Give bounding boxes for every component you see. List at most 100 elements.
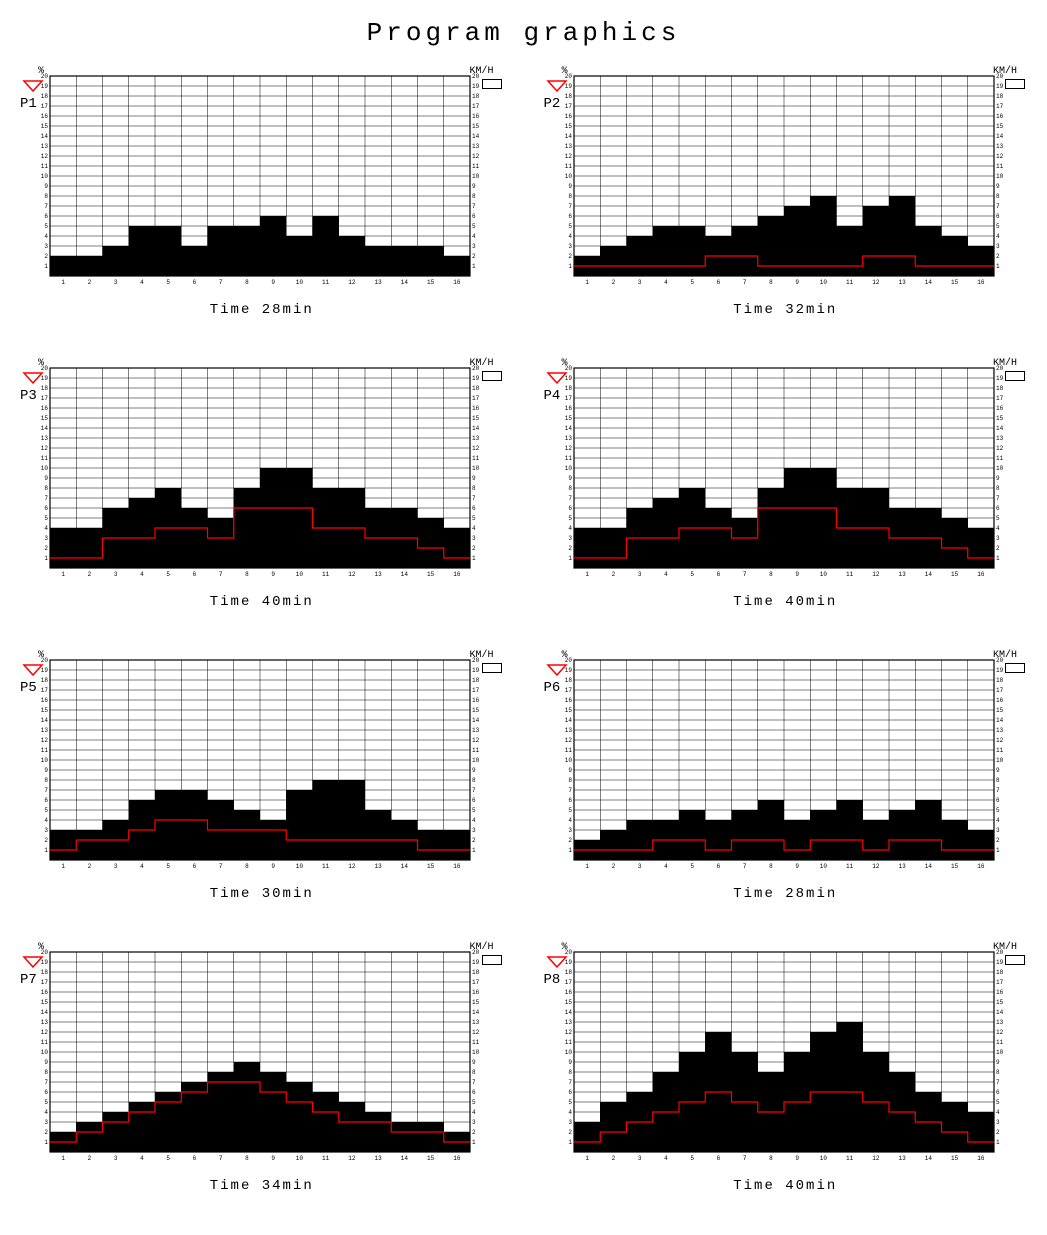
svg-text:13: 13 — [41, 1019, 49, 1026]
svg-text:17: 17 — [564, 395, 572, 402]
svg-text:17: 17 — [564, 687, 572, 694]
svg-text:1: 1 — [996, 263, 1000, 270]
svg-text:7: 7 — [219, 1155, 223, 1162]
svg-text:4: 4 — [472, 1109, 476, 1116]
svg-text:10: 10 — [996, 1049, 1004, 1056]
svg-text:6: 6 — [193, 279, 197, 286]
svg-text:8: 8 — [769, 279, 773, 286]
legend-box — [1005, 663, 1025, 673]
svg-text:18: 18 — [41, 969, 49, 976]
svg-text:19: 19 — [472, 83, 480, 90]
svg-text:13: 13 — [41, 435, 49, 442]
svg-text:4: 4 — [44, 233, 48, 240]
chart-caption: Time 30min — [20, 886, 504, 902]
svg-text:2: 2 — [44, 253, 48, 260]
svg-text:3: 3 — [996, 1119, 1000, 1126]
svg-text:4: 4 — [664, 863, 668, 870]
svg-text:7: 7 — [568, 787, 572, 794]
svg-text:4: 4 — [568, 1109, 572, 1116]
program-panel: %KM/HP6112233445566778899101011111212131… — [544, 650, 1028, 902]
triangle-icon — [546, 79, 568, 93]
chart-caption: Time 32min — [544, 302, 1028, 318]
svg-text:6: 6 — [716, 863, 720, 870]
svg-text:5: 5 — [690, 1155, 694, 1162]
svg-text:15: 15 — [564, 999, 572, 1006]
svg-text:13: 13 — [472, 435, 480, 442]
svg-text:1: 1 — [996, 847, 1000, 854]
svg-text:6: 6 — [193, 1155, 197, 1162]
svg-text:13: 13 — [898, 279, 906, 286]
svg-text:14: 14 — [41, 133, 49, 140]
svg-text:15: 15 — [996, 707, 1004, 714]
svg-text:18: 18 — [564, 93, 572, 100]
svg-text:4: 4 — [568, 233, 572, 240]
svg-text:3: 3 — [472, 243, 476, 250]
y-axis-label: % — [562, 358, 568, 369]
svg-text:5: 5 — [166, 863, 170, 870]
svg-text:6: 6 — [193, 571, 197, 578]
svg-text:7: 7 — [472, 203, 476, 210]
svg-text:10: 10 — [472, 465, 480, 472]
svg-text:13: 13 — [996, 143, 1004, 150]
svg-text:11: 11 — [996, 163, 1004, 170]
svg-text:12: 12 — [996, 445, 1004, 452]
svg-text:5: 5 — [166, 571, 170, 578]
svg-text:1: 1 — [585, 279, 589, 286]
svg-text:5: 5 — [166, 1155, 170, 1162]
svg-text:17: 17 — [472, 979, 480, 986]
svg-text:7: 7 — [472, 495, 476, 502]
y-axis-label: % — [562, 942, 568, 953]
svg-text:13: 13 — [41, 143, 49, 150]
svg-text:19: 19 — [472, 959, 480, 966]
svg-text:10: 10 — [819, 1155, 827, 1162]
svg-text:8: 8 — [44, 193, 48, 200]
svg-text:12: 12 — [348, 571, 356, 578]
svg-text:2: 2 — [88, 1155, 92, 1162]
svg-text:18: 18 — [996, 969, 1004, 976]
svg-text:9: 9 — [795, 279, 799, 286]
svg-text:1: 1 — [472, 847, 476, 854]
svg-text:7: 7 — [472, 787, 476, 794]
y2-axis-label: KM/H — [469, 66, 493, 77]
svg-text:12: 12 — [564, 445, 572, 452]
svg-text:5: 5 — [690, 571, 694, 578]
legend-box — [482, 663, 502, 673]
svg-text:2: 2 — [44, 1129, 48, 1136]
svg-text:10: 10 — [564, 173, 572, 180]
svg-text:1: 1 — [61, 571, 65, 578]
svg-text:16: 16 — [564, 989, 572, 996]
svg-text:14: 14 — [472, 425, 480, 432]
svg-text:5: 5 — [472, 515, 476, 522]
svg-text:3: 3 — [44, 827, 48, 834]
program-panel: %KM/HP5112233445566778899101011111212131… — [20, 650, 504, 902]
legend-box — [482, 371, 502, 381]
svg-text:4: 4 — [44, 525, 48, 532]
triangle-icon — [22, 79, 44, 93]
svg-text:17: 17 — [472, 687, 480, 694]
program-id-label: P3 — [20, 388, 37, 404]
svg-text:3: 3 — [44, 243, 48, 250]
svg-text:17: 17 — [472, 395, 480, 402]
svg-text:16: 16 — [977, 279, 985, 286]
svg-text:7: 7 — [996, 787, 1000, 794]
svg-text:11: 11 — [564, 455, 572, 462]
svg-text:18: 18 — [41, 93, 49, 100]
svg-text:3: 3 — [568, 827, 572, 834]
svg-text:9: 9 — [472, 767, 476, 774]
svg-text:1: 1 — [44, 555, 48, 562]
program-id-label: P8 — [544, 972, 561, 988]
svg-text:2: 2 — [611, 1155, 615, 1162]
y2-axis-label: KM/H — [469, 358, 493, 369]
svg-text:13: 13 — [996, 727, 1004, 734]
svg-text:9: 9 — [44, 183, 48, 190]
svg-text:7: 7 — [996, 203, 1000, 210]
svg-text:12: 12 — [41, 445, 49, 452]
svg-text:19: 19 — [472, 375, 480, 382]
svg-text:8: 8 — [472, 1069, 476, 1076]
svg-text:9: 9 — [44, 1059, 48, 1066]
svg-text:8: 8 — [996, 777, 1000, 784]
svg-text:16: 16 — [453, 863, 461, 870]
svg-text:4: 4 — [140, 1155, 144, 1162]
svg-text:12: 12 — [872, 571, 880, 578]
svg-text:16: 16 — [977, 863, 985, 870]
